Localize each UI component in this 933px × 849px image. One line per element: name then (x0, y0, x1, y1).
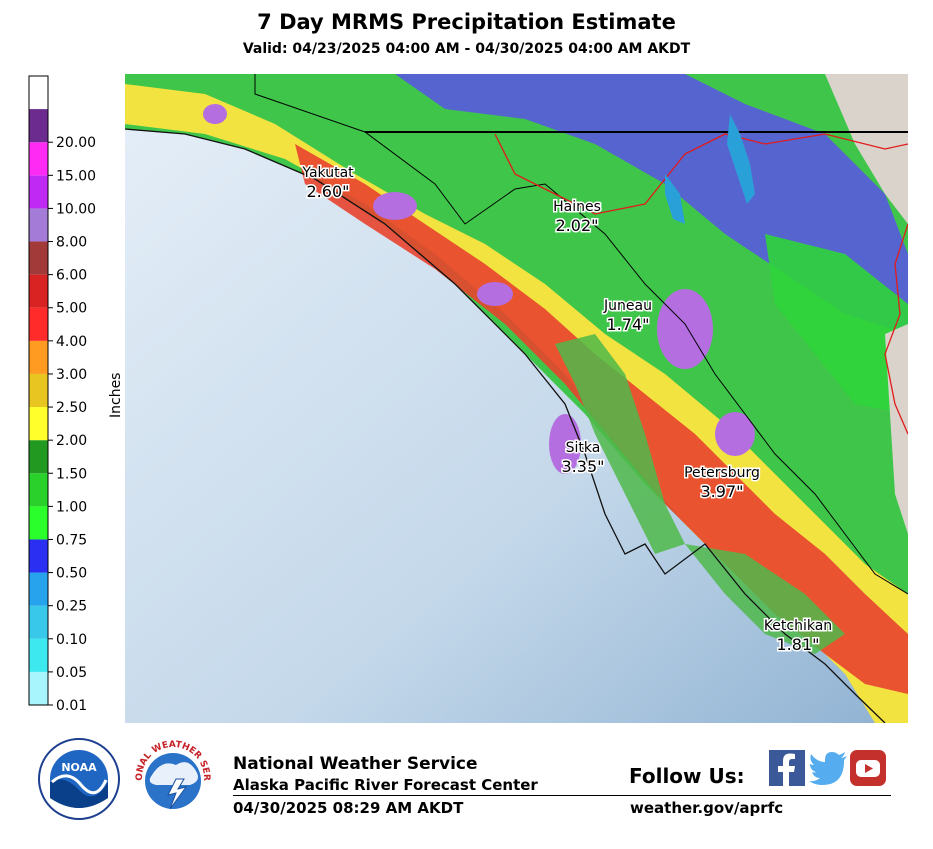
legend-swatch (29, 208, 48, 242)
legend-tick-label: 10.00 (56, 201, 96, 217)
legend-tick-label: 1.00 (56, 499, 87, 515)
legend-swatch (29, 407, 48, 441)
noaa-logo-text: NOAA (61, 761, 97, 774)
lake-tagish (665, 174, 685, 224)
station-name: Sitka (566, 440, 601, 456)
legend-swatch (29, 539, 48, 573)
station-value: 3.97" (701, 482, 744, 501)
legend-tick-label: 5.00 (56, 301, 87, 317)
twitter-icon[interactable] (809, 750, 849, 786)
legend-tick-label: 1.50 (56, 466, 87, 482)
center-name: Alaska Pacific River Forecast Center (233, 776, 538, 794)
station-name: Ketchikan (764, 618, 832, 634)
legend-swatch (29, 638, 48, 672)
peak-stikine (715, 412, 755, 456)
legend-outline (28, 75, 49, 706)
lake-atlin (727, 114, 755, 204)
province-boundary-east (884, 223, 908, 435)
station-value: 1.81" (777, 635, 820, 654)
coastline (125, 128, 886, 723)
legend-swatch (29, 241, 48, 275)
legend-swatch-top (29, 76, 48, 110)
legend-tick-label: 0.05 (56, 665, 87, 681)
peak-glacier-bay (477, 282, 513, 306)
legend-swatch (29, 671, 48, 705)
inner-channels-south (685, 544, 845, 654)
legend-tick-label: 4.00 (56, 334, 87, 350)
station-name: Yakutat (301, 165, 354, 181)
peak-baranof (549, 414, 581, 474)
map-title: 7 Day MRMS Precipitation Estimate (257, 10, 676, 34)
peak-juneau-icefield (657, 289, 713, 369)
legend-tick-label: 15.00 (56, 168, 96, 184)
legend-swatch (29, 109, 48, 143)
station-name: Juneau (603, 298, 652, 314)
site-link[interactable]: weather.gov/aprfc (630, 799, 784, 817)
footer-divider (233, 795, 891, 796)
terrain-east-2 (885, 324, 908, 534)
legend-swatch (29, 307, 48, 341)
legend-tick-label: 0.75 (56, 532, 87, 548)
org-name: National Weather Service (233, 754, 478, 774)
valid-period: Valid: 04/23/2025 04:00 AM - 04/30/2025 … (242, 41, 691, 57)
terrain-east (825, 74, 908, 224)
station-value: 2.02" (556, 216, 599, 235)
nws-logo: NATIONAL WEATHER SERVICE (130, 735, 215, 820)
legend-swatch (29, 440, 48, 474)
border-alaska-canada (254, 74, 908, 595)
legend-swatch (29, 373, 48, 408)
legend-tick-label: 0.01 (56, 698, 87, 714)
province-boundary (494, 133, 908, 215)
station-labels: Yakutat2.60"Haines2.02"Juneau1.74"Sitka3… (300, 164, 834, 656)
legend-swatch (29, 572, 48, 606)
noaa-logo: NOAA (38, 738, 120, 820)
issued-time: 04/30/2025 08:29 AM AKDT (233, 799, 464, 817)
station-name: Haines (553, 199, 601, 215)
inner-channels (555, 334, 685, 554)
precip-map: Yakutat2.60"Haines2.02"Juneau1.74"Sitka3… (125, 74, 908, 723)
legend-swatch (29, 142, 48, 176)
legend-swatch (29, 340, 48, 374)
station-value: 3.35" (562, 457, 605, 476)
legend-swatch (29, 506, 48, 540)
legend-units-label: Inches (108, 372, 124, 418)
legend-tick-label: 2.00 (56, 433, 87, 449)
legend-swatch (29, 274, 48, 308)
station-value: 1.74" (607, 315, 650, 334)
facebook-icon[interactable] (769, 750, 805, 786)
legend-tick-label: 0.10 (56, 632, 87, 648)
station-value: 2.60" (307, 182, 350, 201)
legend-tick-label: 6.00 (56, 268, 87, 284)
legend-tick-label: 8.00 (56, 235, 87, 251)
station-name: Petersburg (684, 465, 760, 481)
legend-tick-label: 2.50 (56, 400, 87, 416)
peak-yakutat (373, 192, 417, 220)
legend-tick-label: 0.50 (56, 566, 87, 582)
follow-us-label: Follow Us: (629, 764, 745, 788)
peak-nw (203, 104, 227, 124)
legend-swatch (29, 605, 48, 639)
legend-swatch (29, 175, 48, 209)
legend-tick-label: 20.00 (56, 135, 96, 151)
legend-tick-label: 0.25 (56, 599, 87, 615)
legend-tick-label: 3.00 (56, 367, 87, 383)
precip-legend: 0.01 0.05 0.10 0.25 0.50 0.75 1.00 1.50 2.00 2.50… (28, 75, 96, 714)
legend-swatch (29, 473, 48, 507)
youtube-icon[interactable] (850, 750, 886, 786)
inland-green-band (765, 234, 908, 414)
land-interior (125, 74, 908, 723)
